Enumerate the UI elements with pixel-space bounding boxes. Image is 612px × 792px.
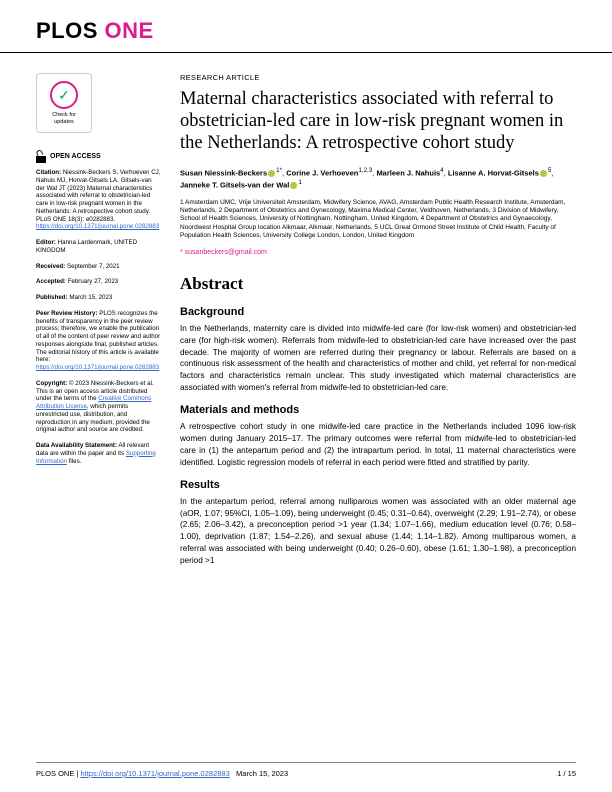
orcid-icon (290, 182, 297, 189)
crossmark-badge[interactable]: ✓ Check for updates (36, 73, 92, 133)
citation-block: Citation: Niessink-Beckers S, Verhoeven … (36, 169, 162, 231)
editor-block: Editor: Hanna Lardenmark, UNITED KINGDOM (36, 239, 162, 255)
article-type: RESEARCH ARTICLE (180, 73, 576, 82)
results-text: In the antepartum period, referral among… (180, 496, 576, 567)
published-block: Published: March 15, 2023 (36, 294, 162, 302)
check-icon: ✓ (58, 87, 70, 105)
journal-logo: PLOS ONE (36, 18, 576, 44)
footer-date: March 15, 2023 (236, 769, 288, 778)
data-post: files. (67, 458, 81, 465)
copyright-block: Copyright: © 2023 Niessink-Beckers et al… (36, 380, 162, 434)
page-header: PLOS ONE (0, 0, 612, 53)
open-access-row: OPEN ACCESS (36, 151, 162, 163)
methods-text: A retrospective cohort study in one midw… (180, 421, 576, 469)
peer-link[interactable]: https://doi.org/10.1371/journal.pone.028… (36, 364, 159, 371)
accepted-label: Accepted: (36, 278, 66, 285)
received-label: Received: (36, 263, 65, 270)
peer-review-block: Peer Review History: PLOS recognizes the… (36, 310, 162, 372)
peer-label: Peer Review History: (36, 310, 98, 317)
open-lock-icon (36, 151, 46, 163)
editor-label: Editor: (36, 239, 56, 246)
methods-heading: Materials and methods (180, 404, 576, 416)
accepted-block: Accepted: February 27, 2023 (36, 278, 162, 286)
citation-label: Citation: (36, 169, 61, 176)
open-access-label: OPEN ACCESS (50, 153, 101, 162)
copyright-label: Copyright: (36, 380, 67, 387)
received-text: September 7, 2021 (65, 263, 119, 270)
crossmark-icon: ✓ (50, 81, 78, 109)
author-list: Susan Niessink-Beckers1*, Corine J. Verh… (180, 167, 576, 191)
main-column: RESEARCH ARTICLE Maternal characteristic… (180, 73, 576, 567)
affiliations: 1 Amsterdam UMC, Vrije Universiteit Amst… (180, 199, 576, 241)
published-text: March 15, 2023 (68, 294, 113, 301)
data-label: Data Availability Statement: (36, 442, 117, 449)
data-availability-block: Data Availability Statement: All relevan… (36, 442, 162, 465)
page-number: 1 / 15 (557, 769, 576, 778)
citation-text: Niessink-Beckers S, Verhoeven CJ, Nahuis… (36, 169, 160, 223)
results-heading: Results (180, 479, 576, 491)
orcid-icon (268, 170, 275, 177)
received-block: Received: September 7, 2021 (36, 263, 162, 271)
logo-prefix: PLOS (36, 18, 105, 43)
content-area: ✓ Check for updates OPEN ACCESS Citation… (0, 53, 612, 567)
abstract-heading: Abstract (180, 274, 576, 294)
footer-doi-link[interactable]: https://doi.org/10.1371/journal.pone.028… (80, 769, 229, 778)
published-label: Published: (36, 294, 68, 301)
citation-doi-link[interactable]: https://doi.org/10.1371/journal.pone.028… (36, 223, 159, 230)
background-text: In the Netherlands, maternity care is di… (180, 323, 576, 394)
accepted-text: February 27, 2023 (66, 278, 118, 285)
page-footer: PLOS ONE | https://doi.org/10.1371/journ… (36, 762, 576, 778)
peer-text: PLOS recognizes the benefits of transpar… (36, 310, 160, 364)
article-title: Maternal characteristics associated with… (180, 88, 576, 155)
orcid-icon (540, 170, 547, 177)
background-heading: Background (180, 306, 576, 318)
logo-suffix: ONE (105, 18, 154, 43)
footer-left: PLOS ONE | https://doi.org/10.1371/journ… (36, 769, 288, 778)
footer-journal: PLOS ONE | (36, 769, 80, 778)
sidebar: ✓ Check for updates OPEN ACCESS Citation… (36, 73, 162, 567)
badge-text: Check for updates (52, 112, 76, 124)
corresponding-email[interactable]: * susanbeckers@gmail.com (180, 249, 576, 256)
